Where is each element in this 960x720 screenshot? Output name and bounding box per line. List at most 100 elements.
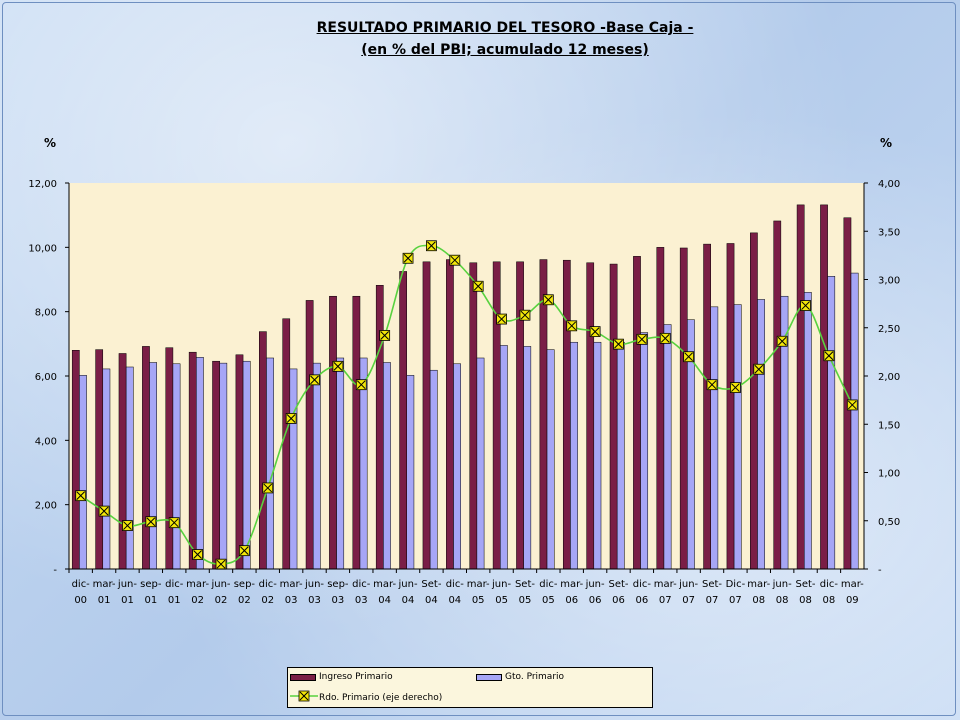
marker-resultado-primario — [449, 254, 461, 266]
x-axis-tick-label-year: 02 — [191, 595, 204, 606]
legend-swatch-ingreso — [290, 674, 316, 681]
x-axis-tick-label-year: 03 — [308, 595, 321, 606]
marker-resultado-primario — [753, 363, 765, 375]
x-axis-tick-label-year: 07 — [729, 595, 742, 606]
marker-resultado-primario — [566, 320, 578, 332]
right-axis-tick-label: 1,00 — [878, 469, 900, 480]
x-axis-tick-label-month: dic- — [165, 579, 184, 590]
bar-gasto-primario — [383, 362, 391, 570]
bar-ingreso-primario — [399, 271, 408, 570]
x-axis-tick-label-month: jun- — [585, 579, 605, 590]
marker-cross-b — [286, 414, 296, 423]
right-axis-tick-label: 0,50 — [878, 517, 900, 528]
x-axis-tick-label-year: 08 — [799, 595, 812, 606]
marker-cross-b — [146, 517, 156, 527]
x-axis-tick-label-year: 04 — [402, 595, 415, 606]
x-axis-tick-label-year: 03 — [355, 595, 368, 606]
marker-resultado-primario — [402, 252, 414, 264]
marker-cross-b — [567, 321, 577, 331]
marker-resultado-primario — [262, 482, 274, 494]
bar-ingreso-primario — [656, 247, 665, 570]
left-axis-tick-label: 2,00 — [35, 501, 57, 512]
marker-cross-b — [380, 331, 390, 340]
marker-resultado-primario — [823, 350, 835, 362]
x-axis-tick-label-year: 08 — [776, 595, 789, 606]
bar-ingreso-primario — [446, 259, 454, 570]
marker-resultado-primario — [659, 332, 671, 344]
marker-cross-b — [76, 491, 86, 501]
marker-resultado-primario — [589, 326, 601, 338]
marker-resultado-primario — [379, 330, 391, 341]
bar-ingreso-primario — [375, 285, 384, 570]
x-axis-tick-label-month: sep- — [234, 579, 256, 590]
bar-gasto-primario — [336, 357, 345, 570]
marker-cross-b — [403, 253, 413, 263]
x-axis-tick-label-year: 06 — [565, 595, 578, 606]
marker-resultado-primario — [496, 313, 507, 325]
x-axis-tick-label-month: mar- — [373, 579, 396, 590]
bar-ingreso-primario — [165, 347, 174, 570]
marker-cross-b — [99, 506, 109, 516]
bar-ingreso-primario — [352, 295, 361, 570]
x-axis-tick-label-month: jun- — [117, 579, 137, 590]
marker-resultado-primario — [285, 413, 297, 424]
right-axis-tick-label: 3,00 — [878, 276, 900, 287]
marker-cross-b — [824, 351, 834, 361]
x-axis-tick-label-year: 01 — [144, 595, 157, 606]
bar-ingreso-primario — [516, 261, 524, 570]
x-axis-tick-label-month: jun- — [491, 579, 511, 590]
left-axis-tick-label: 12,00 — [28, 179, 57, 190]
x-axis-tick-label-year: 07 — [682, 595, 695, 606]
x-axis-tick-label-month: mar- — [280, 579, 303, 590]
right-axis-tick-label: 4,00 — [878, 179, 900, 190]
marker-resultado-primario — [75, 490, 87, 502]
bar-ingreso-primario — [469, 262, 478, 570]
marker-cross-b — [731, 383, 740, 392]
right-axis-tick-label: 1,50 — [878, 420, 900, 431]
x-axis-tick-label-year: 07 — [706, 595, 719, 606]
marker-cross-b — [310, 375, 319, 385]
x-axis-tick-label-year: 01 — [121, 595, 134, 606]
x-axis-tick-label-year: 02 — [215, 595, 228, 606]
x-axis-tick-label-month: dic- — [72, 579, 91, 590]
x-axis-tick-label-year: 09 — [846, 595, 859, 606]
bar-ingreso-primario — [703, 243, 711, 570]
bar-gasto-primario — [242, 360, 251, 570]
x-axis-tick-label-year: 06 — [612, 595, 625, 606]
bar-ingreso-primario — [820, 204, 828, 570]
x-axis-tick-label-year: 04 — [378, 595, 391, 606]
x-axis-tick-label-year: 02 — [238, 595, 251, 606]
x-axis-tick-label-year: 05 — [519, 595, 532, 606]
bar-gasto-primario — [663, 324, 672, 570]
bar-gasto-primario — [149, 362, 157, 570]
marker-resultado-primario — [98, 505, 110, 517]
bar-ingreso-primario — [212, 360, 220, 570]
marker-cross-b — [216, 559, 226, 569]
marker-cross-b — [169, 518, 179, 528]
marker-cross-b — [590, 327, 600, 336]
marker-cross-b — [660, 334, 670, 343]
left-axis-tick-label: - — [53, 565, 57, 576]
marker-resultado-primario — [683, 351, 695, 363]
x-axis-tick-label-month: sep- — [327, 579, 349, 590]
marker-cross-b — [123, 521, 132, 530]
bar-gasto-primario — [453, 363, 461, 570]
bar-ingreso-primario — [71, 350, 80, 570]
bar-ingreso-primario — [282, 318, 291, 570]
marker-resultado-primario — [145, 516, 157, 528]
legend-label-resultado: Rdo. Primario (eje derecho) — [319, 693, 443, 703]
x-axis-tick-label-month: mar- — [186, 579, 209, 590]
bar-ingreso-primario — [796, 204, 805, 570]
x-axis-tick-label-month: dic- — [633, 579, 652, 590]
marker-cross-b — [520, 310, 530, 320]
bar-gasto-primario — [593, 341, 602, 570]
chart-subtitle: (en % del PBI; acumulado 12 meses) — [361, 42, 649, 58]
bar-ingreso-primario — [750, 232, 758, 570]
x-axis-tick-label-month: dic- — [820, 579, 839, 590]
x-axis-tick-label-year: 05 — [472, 595, 485, 606]
marker-cross-b — [193, 550, 202, 559]
bar-gasto-primario — [476, 357, 485, 570]
x-axis-tick-label-month: Set- — [421, 579, 441, 590]
